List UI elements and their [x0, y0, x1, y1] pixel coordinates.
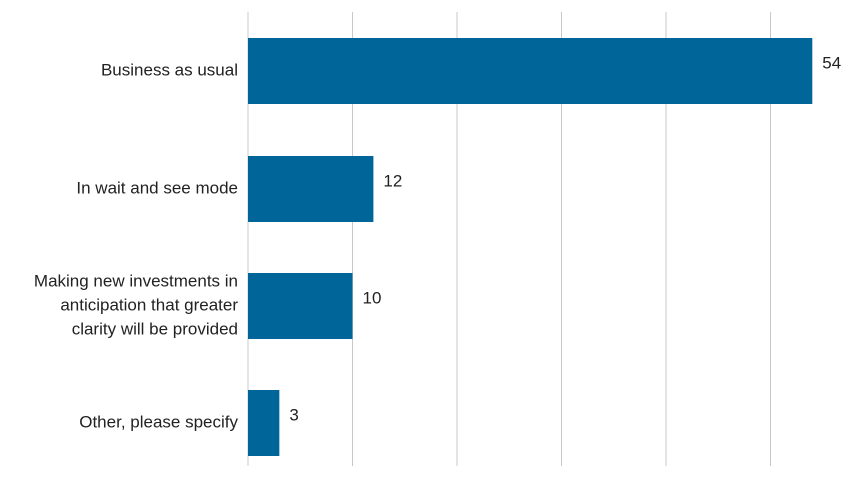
bar [248, 273, 353, 339]
value-label: 12 [383, 171, 402, 190]
value-label: 10 [363, 288, 382, 307]
value-label: 54 [822, 53, 841, 72]
bar [248, 38, 813, 104]
bar [248, 390, 280, 456]
bars [248, 38, 813, 456]
category-labels: Business as usual In wait and see mode Mak… [34, 60, 239, 431]
category-label: In wait and see mode [76, 178, 238, 197]
category-label: Other, please specify [79, 412, 238, 431]
category-label: Making new investments in anticipation th… [34, 271, 238, 338]
bar [248, 156, 374, 222]
value-labels: 54 12 10 3 [289, 53, 841, 424]
category-label: Business as usual [101, 60, 238, 79]
value-label: 3 [289, 405, 298, 424]
